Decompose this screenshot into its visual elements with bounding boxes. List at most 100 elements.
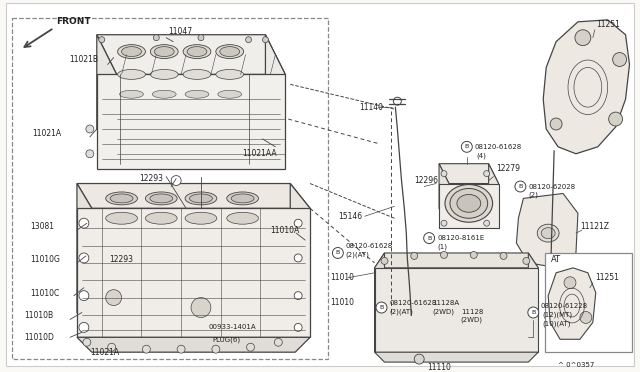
Ellipse shape — [122, 46, 141, 57]
Circle shape — [580, 311, 592, 323]
Text: (12)(MT): (12)(MT) — [542, 311, 572, 318]
Text: 11010C: 11010C — [30, 289, 60, 298]
Polygon shape — [439, 164, 449, 228]
Polygon shape — [439, 164, 499, 183]
Circle shape — [191, 298, 211, 317]
Text: 00933-1401A: 00933-1401A — [209, 324, 257, 330]
Polygon shape — [77, 208, 310, 337]
Ellipse shape — [152, 90, 176, 98]
Polygon shape — [374, 253, 385, 352]
Circle shape — [177, 345, 185, 353]
Text: (2)(AT): (2)(AT) — [346, 252, 370, 258]
Polygon shape — [374, 253, 538, 268]
Text: 08120-61628: 08120-61628 — [475, 144, 522, 150]
Text: 11021A: 11021A — [90, 348, 119, 357]
Circle shape — [484, 220, 490, 226]
Text: 08120-61628: 08120-61628 — [390, 299, 436, 305]
Circle shape — [332, 247, 343, 259]
Circle shape — [143, 345, 150, 353]
Text: 11110: 11110 — [427, 363, 451, 372]
Text: 11251: 11251 — [595, 273, 619, 282]
Text: (10)(AT): (10)(AT) — [542, 320, 571, 327]
Text: 11047: 11047 — [168, 27, 193, 36]
Circle shape — [414, 354, 424, 364]
Circle shape — [108, 343, 116, 351]
Ellipse shape — [227, 212, 259, 224]
Polygon shape — [290, 183, 310, 337]
Polygon shape — [548, 268, 596, 339]
Ellipse shape — [541, 228, 555, 238]
Text: 08120-8161E: 08120-8161E — [437, 235, 484, 241]
Ellipse shape — [106, 212, 138, 224]
Ellipse shape — [154, 46, 174, 57]
Polygon shape — [489, 164, 499, 228]
Circle shape — [79, 291, 89, 301]
Text: 11128A: 11128A — [432, 299, 460, 305]
Ellipse shape — [118, 45, 145, 58]
Polygon shape — [6, 3, 634, 366]
Ellipse shape — [118, 70, 145, 79]
Circle shape — [171, 176, 181, 186]
Circle shape — [79, 218, 89, 228]
Text: 08120-61228: 08120-61228 — [540, 302, 588, 308]
Circle shape — [198, 35, 204, 41]
Circle shape — [528, 307, 539, 318]
Ellipse shape — [187, 46, 207, 57]
Text: (2WD): (2WD) — [432, 308, 454, 315]
Text: 13081: 13081 — [30, 222, 54, 231]
Ellipse shape — [216, 45, 244, 58]
Text: 11010G: 11010G — [30, 256, 60, 264]
Ellipse shape — [220, 46, 239, 57]
Circle shape — [86, 150, 94, 158]
Circle shape — [461, 141, 472, 152]
Ellipse shape — [185, 212, 217, 224]
Text: 08120-61628: 08120-61628 — [346, 243, 393, 249]
Text: 12293: 12293 — [140, 174, 163, 183]
Polygon shape — [77, 183, 310, 208]
Text: 08120-62028: 08120-62028 — [529, 183, 575, 189]
Circle shape — [424, 232, 435, 244]
Circle shape — [376, 302, 387, 313]
Circle shape — [106, 290, 122, 305]
Circle shape — [294, 292, 302, 299]
Polygon shape — [77, 337, 310, 352]
Text: (2): (2) — [529, 191, 538, 198]
Circle shape — [275, 338, 282, 346]
Polygon shape — [529, 253, 538, 352]
Polygon shape — [543, 20, 630, 154]
Text: 11010: 11010 — [330, 273, 354, 282]
Text: ^ 0^0357: ^ 0^0357 — [558, 362, 595, 368]
Polygon shape — [97, 35, 116, 169]
Text: 11010A: 11010A — [270, 226, 300, 235]
Polygon shape — [439, 183, 499, 228]
Text: 11010: 11010 — [330, 298, 354, 307]
Text: 12279: 12279 — [497, 164, 520, 173]
Circle shape — [79, 323, 89, 332]
Polygon shape — [97, 74, 285, 169]
Text: B: B — [518, 184, 522, 189]
Circle shape — [381, 257, 388, 264]
Text: B: B — [380, 305, 383, 310]
Ellipse shape — [145, 192, 177, 205]
Text: B: B — [336, 250, 340, 256]
Circle shape — [79, 253, 89, 263]
Circle shape — [86, 125, 94, 133]
Polygon shape — [374, 352, 538, 362]
Circle shape — [441, 220, 447, 226]
Circle shape — [262, 37, 268, 43]
Ellipse shape — [145, 212, 177, 224]
Text: 11121Z: 11121Z — [580, 222, 609, 231]
Polygon shape — [77, 183, 92, 337]
Text: (1): (1) — [437, 244, 447, 250]
Ellipse shape — [189, 194, 212, 203]
Ellipse shape — [231, 194, 254, 203]
Text: 12293: 12293 — [109, 256, 134, 264]
Circle shape — [440, 251, 447, 259]
Polygon shape — [266, 35, 285, 169]
Ellipse shape — [185, 192, 217, 205]
Circle shape — [212, 345, 220, 353]
Circle shape — [154, 35, 159, 41]
Circle shape — [575, 30, 591, 46]
Ellipse shape — [457, 195, 481, 212]
Polygon shape — [374, 268, 538, 352]
